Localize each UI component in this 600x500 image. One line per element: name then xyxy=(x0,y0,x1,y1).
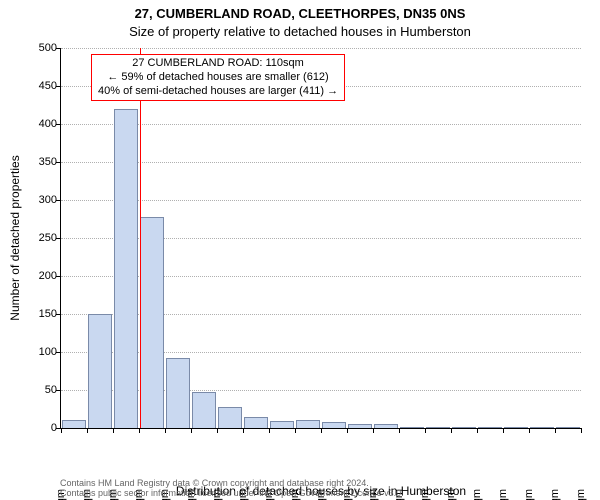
histogram-bar xyxy=(296,420,321,428)
y-tick-label: 200 xyxy=(39,270,57,282)
x-tick-mark xyxy=(87,428,88,433)
x-tick-label: 566sqm xyxy=(523,489,535,500)
x-tick-mark xyxy=(295,428,296,433)
y-tick-label: 400 xyxy=(39,118,57,130)
copyright-text: Contains HM Land Registry data © Crown c… xyxy=(60,478,404,498)
histogram-bar xyxy=(504,427,529,428)
y-tick-label: 450 xyxy=(39,80,57,92)
x-tick-mark xyxy=(477,428,478,433)
y-tick-label: 350 xyxy=(39,156,57,168)
x-tick-mark xyxy=(165,428,166,433)
y-tick-label: 250 xyxy=(39,232,57,244)
histogram-bar xyxy=(166,358,191,428)
x-tick-mark xyxy=(373,428,374,433)
gridline xyxy=(61,162,581,163)
y-tick-mark xyxy=(56,276,61,277)
histogram-bar xyxy=(530,427,555,428)
y-tick-mark xyxy=(56,238,61,239)
gridline xyxy=(61,124,581,125)
reference-marker-line xyxy=(140,48,141,428)
y-tick-mark xyxy=(56,48,61,49)
y-tick-mark xyxy=(56,162,61,163)
histogram-bar xyxy=(244,417,269,428)
histogram-bar xyxy=(114,109,139,428)
gridline xyxy=(61,48,581,49)
x-tick-mark xyxy=(503,428,504,433)
histogram-bar xyxy=(556,427,581,428)
x-tick-mark xyxy=(555,428,556,433)
x-tick-mark xyxy=(451,428,452,433)
x-tick-mark xyxy=(191,428,192,433)
y-tick-mark xyxy=(56,314,61,315)
chart-title-line1: 27, CUMBERLAND ROAD, CLEETHORPES, DN35 0… xyxy=(0,6,600,21)
x-tick-mark xyxy=(425,428,426,433)
x-tick-label: 505sqm xyxy=(471,489,483,500)
histogram-bar xyxy=(62,420,87,428)
x-tick-mark xyxy=(529,428,530,433)
x-tick-mark xyxy=(269,428,270,433)
y-axis-label: Number of detached properties xyxy=(8,155,22,320)
histogram-bar xyxy=(452,427,477,428)
x-tick-mark xyxy=(217,428,218,433)
annotation-box: 27 CUMBERLAND ROAD: 110sqm ← 59% of deta… xyxy=(91,54,345,101)
y-tick-label: 150 xyxy=(39,308,57,320)
x-tick-label: 597sqm xyxy=(549,489,561,500)
x-tick-mark xyxy=(139,428,140,433)
y-tick-label: 500 xyxy=(39,42,57,54)
histogram-bar xyxy=(322,422,347,428)
chart-container: 27, CUMBERLAND ROAD, CLEETHORPES, DN35 0… xyxy=(0,0,600,500)
x-tick-mark xyxy=(581,428,582,433)
x-tick-mark xyxy=(61,428,62,433)
histogram-bar xyxy=(270,421,295,428)
copyright-line2: Contains public sector information licen… xyxy=(60,488,404,498)
x-tick-mark xyxy=(113,428,114,433)
x-tick-mark xyxy=(321,428,322,433)
x-tick-label: 627sqm xyxy=(575,489,587,500)
y-tick-mark xyxy=(56,200,61,201)
copyright-line1: Contains HM Land Registry data © Crown c… xyxy=(60,478,404,488)
plot-area: Number of detached properties Distributi… xyxy=(60,48,581,429)
y-tick-mark xyxy=(56,86,61,87)
y-tick-label: 300 xyxy=(39,194,57,206)
x-tick-label: 535sqm xyxy=(497,489,509,500)
histogram-bar xyxy=(218,407,243,428)
gridline xyxy=(61,200,581,201)
y-tick-label: 100 xyxy=(39,346,57,358)
y-tick-mark xyxy=(56,352,61,353)
x-tick-mark xyxy=(399,428,400,433)
histogram-bar xyxy=(88,314,113,428)
annotation-line2: ← 59% of detached houses are smaller (61… xyxy=(98,71,338,85)
x-tick-mark xyxy=(243,428,244,433)
histogram-bar xyxy=(348,424,373,428)
annotation-line3: 40% of semi-detached houses are larger (… xyxy=(98,85,338,99)
chart-title-line2: Size of property relative to detached ho… xyxy=(0,24,600,39)
y-tick-mark xyxy=(56,390,61,391)
x-tick-label: 443sqm xyxy=(419,489,431,500)
annotation-line1: 27 CUMBERLAND ROAD: 110sqm xyxy=(98,57,338,71)
histogram-bar xyxy=(140,217,165,428)
histogram-bar xyxy=(426,427,451,428)
histogram-bar xyxy=(192,392,217,428)
histogram-bar xyxy=(400,427,425,428)
x-tick-label: 474sqm xyxy=(445,489,457,500)
histogram-bar xyxy=(374,424,399,428)
y-tick-mark xyxy=(56,124,61,125)
x-tick-mark xyxy=(347,428,348,433)
histogram-bar xyxy=(478,427,503,428)
